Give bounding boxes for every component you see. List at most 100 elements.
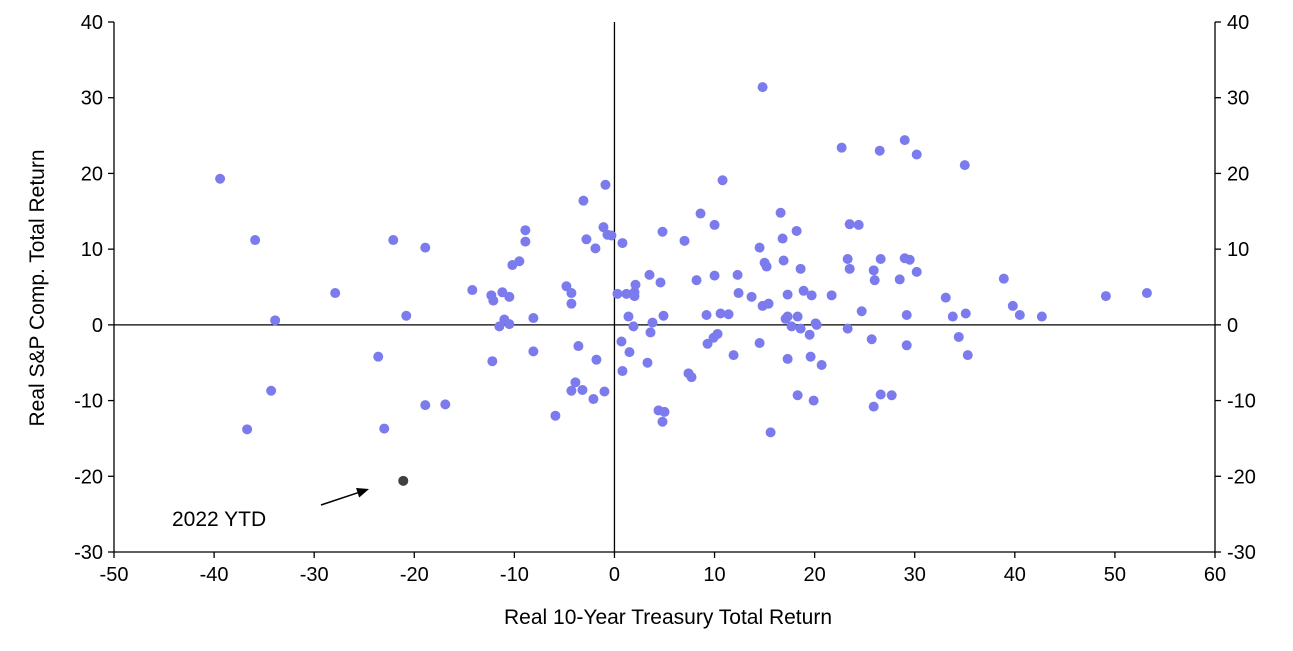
data-point [775,207,786,218]
data-point [590,243,601,254]
data-point [657,226,668,237]
data-point [504,319,515,330]
data-point [388,235,399,246]
y-tick-label-left: 0 [92,315,103,337]
data-point [782,311,793,322]
x-tick-label: 0 [609,564,620,586]
data-point [886,390,897,401]
data-point [514,256,525,267]
data-point [570,377,581,388]
x-tick-label: 30 [904,564,926,586]
y-tick-label-right: 10 [1227,239,1249,261]
data-point [732,269,743,280]
data-point [520,236,531,247]
data-point [953,331,964,342]
y-tick-label-right: 30 [1227,88,1249,110]
data-point [728,350,739,361]
data-point [573,341,584,352]
data-point [658,310,669,321]
data-point [795,323,806,334]
data-point [816,359,827,370]
data-point [628,321,639,332]
data-point [528,313,539,324]
data-point [606,230,617,241]
data-point [1141,288,1152,299]
data-point [709,219,720,230]
data-point [691,275,702,286]
data-point [591,354,602,365]
data-point [811,319,822,330]
data-point [763,298,774,309]
data-point [733,288,744,299]
data-point [998,273,1009,284]
data-point [911,266,922,277]
data-point [440,399,451,410]
y-tick-label-right: 40 [1227,12,1249,34]
data-point [647,317,658,328]
x-tick-label: -50 [100,564,129,586]
data-point [868,401,879,412]
data-point [488,295,499,306]
data-point [761,261,772,272]
data-point [777,233,788,244]
data-point [792,390,803,401]
data-point [695,208,706,219]
x-tick-label: -10 [500,564,529,586]
annotation-label: 2022 YTD [172,508,266,531]
data-point [420,400,431,411]
data-point [657,416,668,427]
data-point [578,195,589,206]
data-point [715,308,726,319]
data-point [270,315,281,326]
y-tick-label-left: -10 [74,391,103,413]
y-tick-label-left: -20 [74,466,103,488]
data-point [598,222,609,233]
data-point [856,306,867,317]
data-point [550,410,561,421]
data-point [853,219,864,230]
data-point [701,310,712,321]
data-point [644,269,655,280]
data-point [792,311,803,322]
data-point [798,285,809,296]
x-tick-label: -30 [300,564,329,586]
data-point [266,385,277,396]
data-point [588,394,599,405]
data-point [566,288,577,299]
data-point [804,329,815,340]
data-point [1014,310,1025,321]
y-tick-label-left: 40 [81,12,103,34]
highlight-point [398,475,409,486]
data-point [874,145,885,156]
y-tick-label-right: 0 [1227,315,1238,337]
data-point [717,175,728,186]
data-point [621,288,632,299]
data-point [379,423,390,434]
data-point [765,427,776,438]
x-tick-label: 20 [804,564,826,586]
data-point [373,351,384,362]
data-point [1100,291,1111,302]
chart-frame [113,22,1216,553]
data-point [795,263,806,274]
data-point [581,234,592,245]
axis-ticks: -50 -40 -30 -20 -10 0 10 20 30 40 50 60 40 40 30 30 20 20… [74,12,1256,586]
data-point [520,225,531,236]
data-point [805,351,816,362]
x-tick-label: 60 [1204,564,1226,586]
x-tick-label: -40 [200,564,229,586]
y-tick-label-left: -30 [74,542,103,564]
data-point [723,309,734,320]
data-point [960,308,971,319]
data-points [215,82,1152,486]
data-point [962,350,973,361]
data-point [806,290,817,301]
data-point [1007,300,1018,311]
data-point [528,346,539,357]
data-point [655,277,666,288]
data-point [901,310,912,321]
data-point [467,285,478,296]
data-point [617,238,628,249]
y-tick-label-left: 20 [81,163,103,185]
y-tick-label-right: -30 [1227,542,1256,564]
